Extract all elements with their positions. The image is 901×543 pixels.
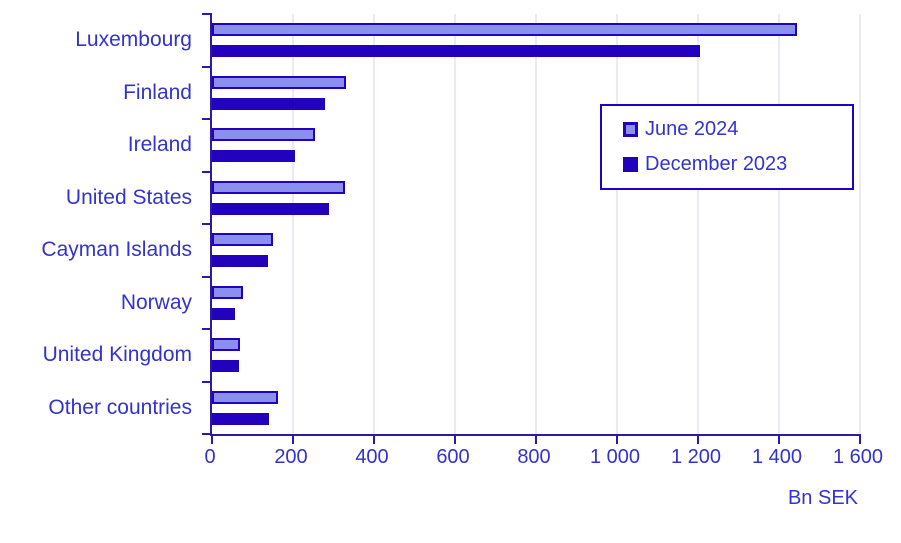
bar-group-other-countries bbox=[212, 382, 860, 435]
category-label-united-states: United States bbox=[65, 185, 192, 209]
y-tick-mark bbox=[202, 328, 212, 330]
bar-rows bbox=[212, 14, 860, 434]
x-tick-label: 1 600 bbox=[832, 446, 884, 468]
legend-item-june-2024: June 2024 bbox=[623, 118, 852, 141]
bar-december-2023 bbox=[212, 307, 236, 320]
bar-june-2024 bbox=[212, 75, 346, 89]
legend: June 2024 December 2023 bbox=[600, 104, 854, 190]
gridline bbox=[454, 14, 456, 434]
bar-december-2023 bbox=[212, 45, 701, 58]
x-tick-label: 1 200 bbox=[670, 446, 722, 468]
bar-group-ireland bbox=[212, 119, 860, 172]
bar-june-2024 bbox=[212, 233, 274, 247]
x-tick-label: 0 bbox=[204, 446, 216, 468]
legend-swatch-december-icon bbox=[623, 157, 638, 172]
x-tick-mark bbox=[697, 434, 699, 444]
x-tick-mark bbox=[454, 434, 456, 444]
x-tick-label: 1 400 bbox=[751, 446, 803, 468]
bar-group-united-states bbox=[212, 172, 860, 225]
x-tick-label: 200 bbox=[274, 446, 308, 468]
bar-june-2024 bbox=[212, 128, 316, 142]
bar-june-2024 bbox=[212, 390, 278, 404]
bar-december-2023 bbox=[212, 97, 326, 110]
gridline bbox=[778, 14, 780, 434]
bar-december-2023 bbox=[212, 412, 269, 425]
bar-group-norway bbox=[212, 277, 860, 330]
category-label-united-kingdom: United Kingdom bbox=[42, 343, 192, 367]
bar-june-2024 bbox=[212, 338, 241, 352]
bar-group-cayman-islands bbox=[212, 224, 860, 277]
gridline bbox=[292, 14, 294, 434]
bar-group-united-kingdom bbox=[212, 329, 860, 382]
x-tick-label: 1 000 bbox=[589, 446, 641, 468]
y-tick-mark bbox=[202, 380, 212, 383]
bar-december-2023 bbox=[212, 360, 239, 373]
bar-december-2023 bbox=[212, 255, 268, 268]
bar-june-2024 bbox=[212, 285, 244, 299]
bar-june-2024 bbox=[212, 180, 345, 194]
category-label-ireland: Ireland bbox=[127, 133, 192, 157]
gridline bbox=[373, 14, 375, 434]
bar-december-2023 bbox=[212, 150, 296, 163]
x-tick-mark bbox=[778, 434, 780, 444]
x-tick-mark bbox=[373, 434, 375, 444]
y-tick-mark bbox=[202, 13, 212, 15]
x-tick-mark bbox=[292, 434, 294, 444]
category-label-luxembourg: Luxembourg bbox=[75, 28, 192, 52]
plot-area bbox=[202, 13, 861, 444]
y-tick-mark bbox=[202, 275, 212, 278]
bar-group-finland bbox=[212, 67, 860, 120]
x-axis-title: Bn SEK bbox=[787, 487, 858, 509]
y-tick-mark bbox=[202, 170, 212, 173]
legend-item-december-2023: December 2023 bbox=[623, 153, 852, 176]
x-tick-mark bbox=[859, 434, 861, 444]
category-label-finland: Finland bbox=[123, 80, 192, 104]
legend-label-june: June 2024 bbox=[645, 118, 739, 140]
category-label-cayman-islands: Cayman Islands bbox=[41, 238, 192, 262]
category-label-other-countries: Other countries bbox=[48, 395, 192, 419]
bar-group-luxembourg bbox=[212, 14, 860, 67]
x-tick-label: 800 bbox=[517, 446, 551, 468]
bar-december-2023 bbox=[212, 202, 330, 215]
y-tick-mark bbox=[202, 65, 212, 68]
x-tick-mark bbox=[211, 434, 213, 444]
x-tick-label: 400 bbox=[355, 446, 389, 468]
y-tick-mark bbox=[202, 118, 212, 120]
gridline bbox=[616, 14, 618, 434]
x-tick-mark bbox=[616, 434, 618, 444]
gridline bbox=[697, 14, 699, 434]
legend-swatch-june-icon bbox=[623, 122, 638, 137]
category-labels: Luxembourg Finland Ireland United States Cay… bbox=[0, 14, 192, 434]
bar-june-2024 bbox=[212, 23, 798, 37]
x-tick-mark bbox=[535, 434, 537, 444]
y-tick-mark bbox=[202, 223, 212, 225]
gridline bbox=[859, 14, 861, 434]
y-tick-mark bbox=[202, 433, 212, 435]
category-label-norway: Norway bbox=[120, 290, 192, 314]
gridline bbox=[535, 14, 537, 434]
x-tick-label: 600 bbox=[436, 446, 470, 468]
legend-label-december: December 2023 bbox=[645, 153, 788, 175]
